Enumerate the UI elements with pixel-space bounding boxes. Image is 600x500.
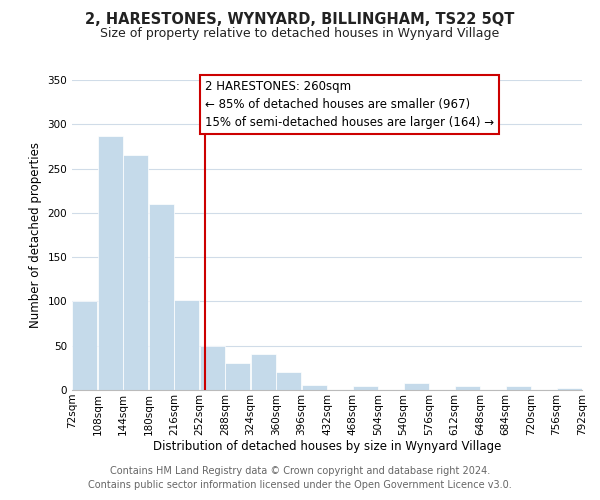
- Bar: [302, 384, 327, 390]
- Bar: [225, 364, 250, 390]
- Text: 2, HARESTONES, WYNYARD, BILLINGHAM, TS22 5QT: 2, HARESTONES, WYNYARD, BILLINGHAM, TS22…: [85, 12, 515, 28]
- Bar: [557, 388, 582, 390]
- Bar: [200, 346, 225, 390]
- Bar: [276, 372, 301, 390]
- X-axis label: Distribution of detached houses by size in Wynyard Village: Distribution of detached houses by size …: [153, 440, 501, 454]
- Bar: [506, 386, 531, 390]
- Bar: [174, 300, 199, 390]
- Bar: [455, 386, 480, 390]
- Bar: [149, 204, 174, 390]
- Text: Contains public sector information licensed under the Open Government Licence v3: Contains public sector information licen…: [88, 480, 512, 490]
- Bar: [353, 386, 378, 390]
- Text: Size of property relative to detached houses in Wynyard Village: Size of property relative to detached ho…: [100, 28, 500, 40]
- Text: Contains HM Land Registry data © Crown copyright and database right 2024.: Contains HM Land Registry data © Crown c…: [110, 466, 490, 476]
- Bar: [404, 383, 429, 390]
- Bar: [251, 354, 276, 390]
- Bar: [98, 136, 123, 390]
- Bar: [72, 302, 97, 390]
- Text: 2 HARESTONES: 260sqm
← 85% of detached houses are smaller (967)
15% of semi-deta: 2 HARESTONES: 260sqm ← 85% of detached h…: [205, 80, 494, 129]
- Y-axis label: Number of detached properties: Number of detached properties: [29, 142, 42, 328]
- Bar: [123, 156, 148, 390]
